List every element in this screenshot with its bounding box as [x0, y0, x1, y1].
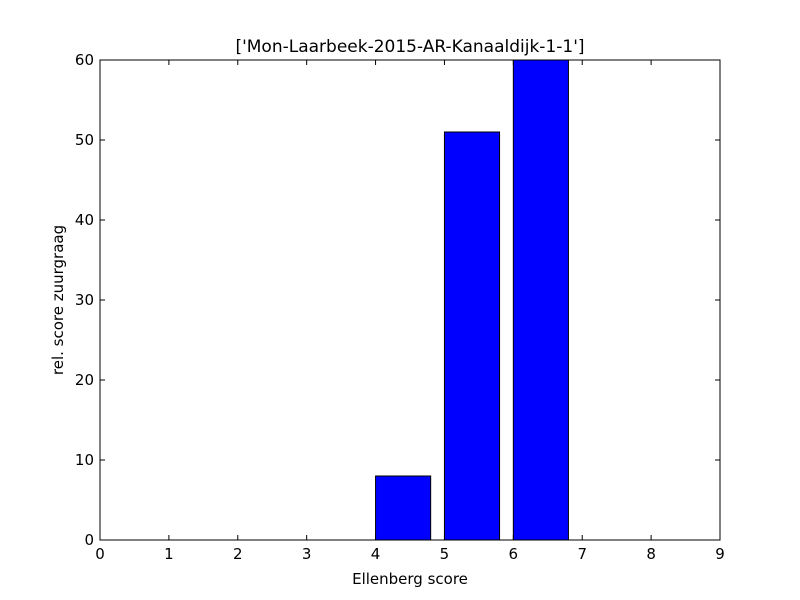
x-tick-label-5: 5	[440, 545, 450, 563]
bar-4	[375, 475, 432, 541]
y-tick-label-0: 0	[84, 531, 94, 549]
x-tick-label-1: 1	[164, 545, 174, 563]
y-tick-label-60: 60	[75, 51, 94, 69]
x-axis-label: Ellenberg score	[352, 570, 468, 588]
x-tick-label-7: 7	[577, 545, 587, 563]
bar-5	[443, 131, 501, 541]
y-axis-label: rel. score zuurgraag	[49, 225, 67, 375]
y-tick-label-40: 40	[75, 211, 94, 229]
y-tick-label-30: 30	[75, 291, 94, 309]
plot-frame	[99, 59, 721, 541]
plot-area: 0 1 2 3 4 5 6 7 8 9 0 10 20 30 40 50 60	[75, 51, 725, 563]
bar-6	[512, 59, 569, 541]
x-tick-label-0: 0	[95, 545, 105, 563]
y-tick-label-50: 50	[75, 131, 94, 149]
x-tick-label-2: 2	[233, 545, 243, 563]
y-tick-label-10: 10	[75, 451, 94, 469]
x-tick-label-3: 3	[302, 545, 312, 563]
x-tick-label-9: 9	[715, 545, 725, 563]
x-tick-label-6: 6	[509, 545, 519, 563]
x-tick-label-8: 8	[646, 545, 656, 563]
x-tick-label-4: 4	[371, 545, 381, 563]
y-tick-label-20: 20	[75, 371, 94, 389]
chart-title: ['Mon-Laarbeek-2015-AR-Kanaaldijk-1-1']	[235, 37, 584, 57]
